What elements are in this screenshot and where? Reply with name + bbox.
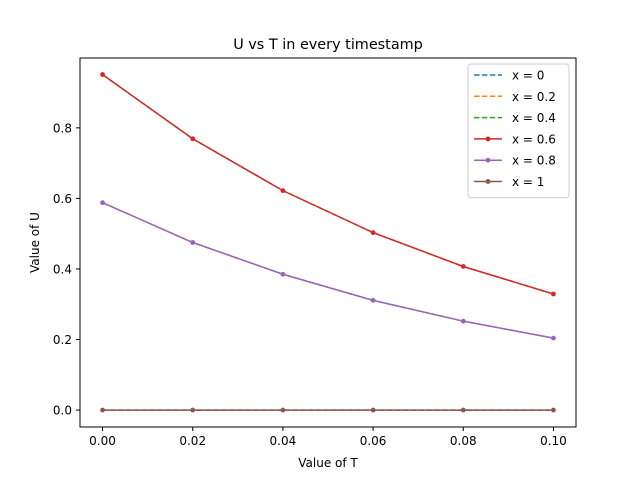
chart-title: U vs T in every timestamp — [233, 37, 423, 53]
axes-frame — [79, 57, 577, 428]
legend-marker — [485, 157, 491, 163]
legend-label: x = 0.2 — [512, 90, 556, 104]
legend-marker — [485, 179, 491, 184]
y-axis-label: Value of U — [28, 212, 42, 273]
y-tick-label: 0.6 — [53, 192, 72, 206]
data-point — [551, 335, 556, 341]
y-tick-label: 0.4 — [53, 262, 72, 276]
data-point — [190, 136, 196, 142]
legend-marker — [485, 136, 491, 142]
legend-label: x = 0.8 — [512, 154, 556, 168]
data-point — [280, 407, 286, 413]
data-point — [551, 407, 556, 413]
x-tick-label: 0.10 — [540, 434, 567, 448]
series-line-3 — [102, 73, 554, 295]
data-point — [280, 188, 286, 194]
legend-label: x = 1 — [512, 175, 544, 189]
x-tick-label: 0.02 — [179, 434, 206, 448]
data-point — [100, 72, 105, 77]
series-line-1 — [102, 201, 554, 339]
y-axis: 0.0 0.2 0.4 0.6 0.8 — [53, 121, 80, 418]
data-point — [100, 407, 105, 413]
data-point — [370, 230, 376, 236]
x-tick-label: 0.04 — [270, 434, 297, 448]
y-tick-label: 0.0 — [53, 404, 72, 418]
legend: x = 0 x = 0.2 x = 0.4 x = 0.6 x = 0.8 x = 1 — [467, 63, 570, 199]
data-point — [280, 271, 286, 277]
data-point — [100, 200, 105, 206]
x-tick-label: 0.06 — [360, 434, 387, 448]
data-point — [190, 407, 196, 413]
legend-box — [467, 63, 570, 199]
plot-area — [100, 72, 556, 413]
data-point — [460, 318, 466, 324]
x-axis: 0.00 0.02 0.04 0.06 0.08 0.10 — [89, 427, 567, 448]
data-point — [370, 407, 376, 413]
x-tick-label: 0.08 — [450, 434, 477, 448]
legend-label: x = 0.4 — [512, 111, 556, 125]
data-point — [370, 297, 376, 303]
x-tick-label: 0.00 — [89, 434, 116, 448]
series-line-4 — [102, 201, 554, 339]
data-point — [460, 407, 466, 413]
y-tick-label: 0.2 — [53, 333, 72, 347]
data-point — [190, 240, 196, 245]
legend-label: x = 0 — [512, 69, 544, 83]
data-point — [460, 264, 466, 269]
x-axis-label: Value of T — [298, 456, 358, 470]
legend-label: x = 0.6 — [512, 132, 556, 146]
data-point — [551, 291, 556, 297]
y-tick-label: 0.8 — [53, 121, 72, 135]
